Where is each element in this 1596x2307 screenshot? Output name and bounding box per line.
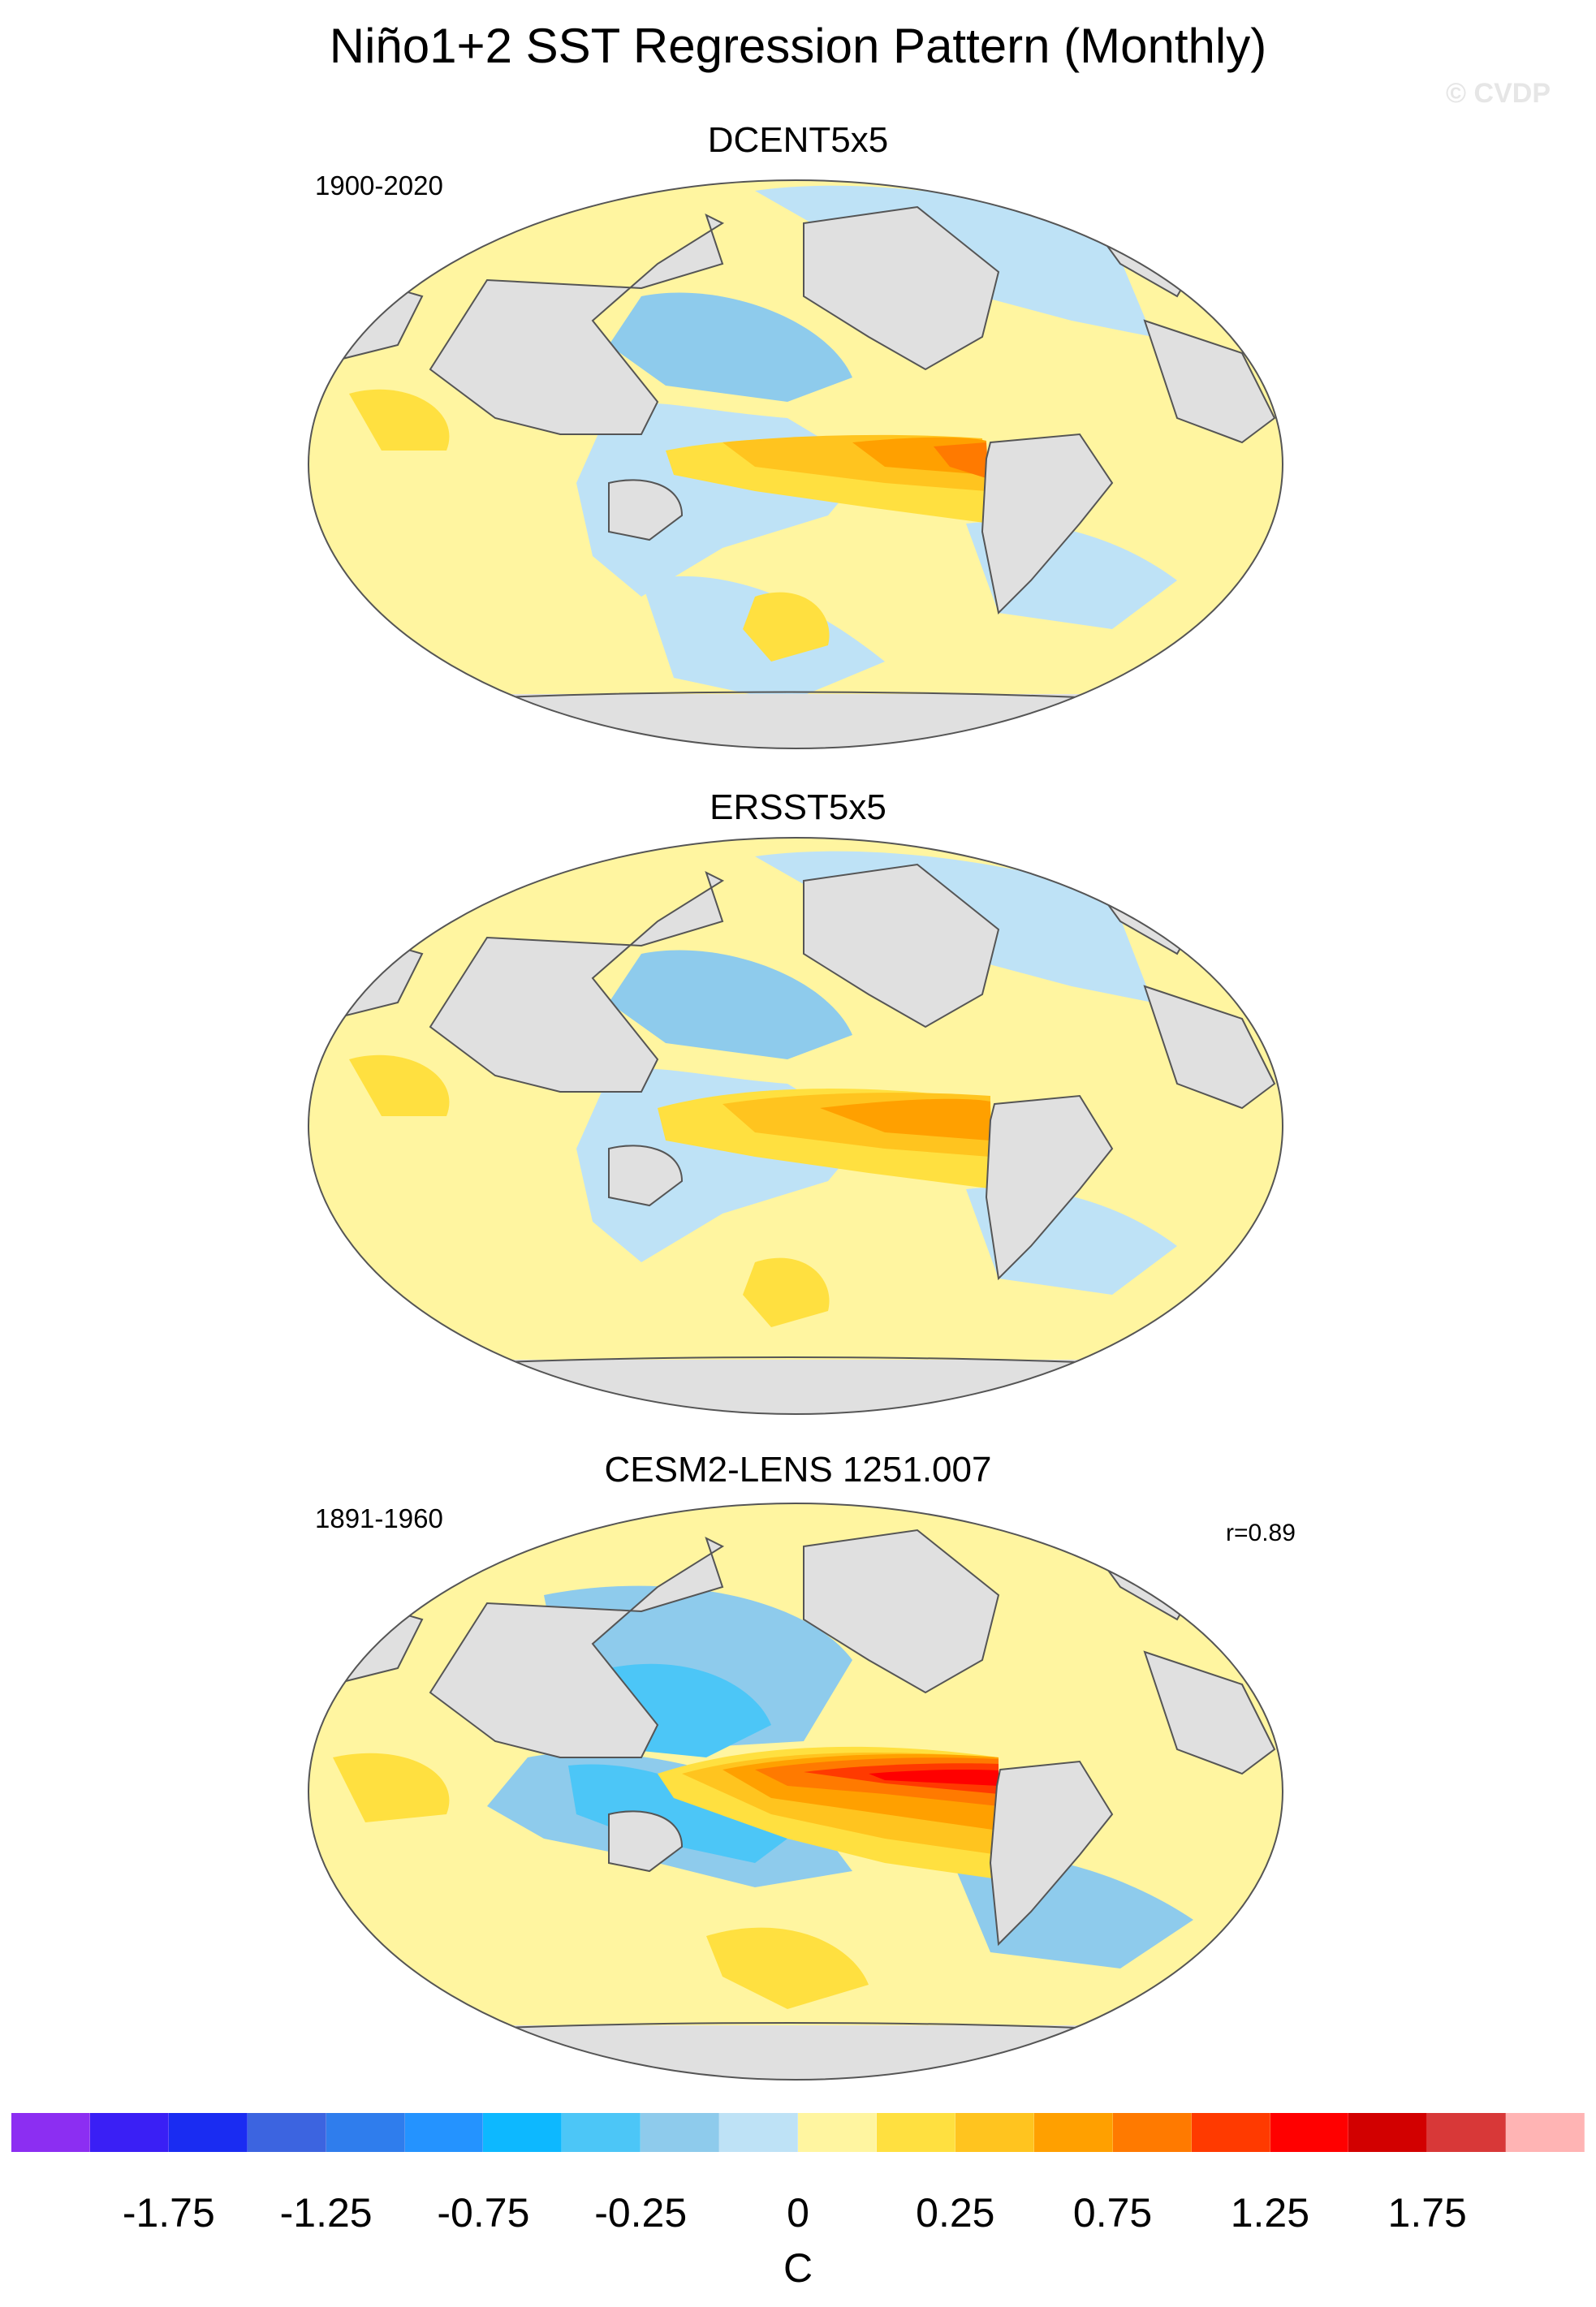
- panel-title-1: DCENT5x5: [707, 120, 889, 160]
- panel-period-3: 1891-1960: [315, 1503, 443, 1533]
- colorbar-tick-label: -0.75: [437, 2190, 530, 2236]
- colorbar-tick-label: -0.25: [594, 2190, 688, 2236]
- colorbar-swatch: [404, 2113, 484, 2152]
- panel-title-3: CESM2-LENS 1251.007: [604, 1450, 992, 1490]
- colorbar-swatch: [1191, 2113, 1270, 2152]
- colorbar-swatch: [326, 2113, 405, 2152]
- map-panel-3: [308, 1503, 1283, 2081]
- colorbar-swatch: [11, 2113, 90, 2152]
- colorbar-swatch: [483, 2113, 563, 2152]
- colorbar-unit: C: [783, 2245, 813, 2291]
- colorbar-swatch: [876, 2113, 955, 2152]
- colorbar-swatch: [719, 2113, 799, 2152]
- colorbar-swatch: [1506, 2113, 1585, 2152]
- panel-period-1: 1900-2020: [315, 170, 443, 201]
- colorbar: [11, 2113, 1585, 2152]
- map-panel-2: [308, 837, 1283, 1415]
- colorbar-tick-label: 1.75: [1387, 2190, 1467, 2236]
- colorbar-swatch: [1348, 2113, 1428, 2152]
- watermark: © CVDP: [1446, 78, 1551, 109]
- colorbar-swatch: [641, 2113, 720, 2152]
- colorbar-tick-label: -1.25: [279, 2190, 373, 2236]
- colorbar-swatch: [798, 2113, 877, 2152]
- colorbar-tick-label: 0: [787, 2190, 809, 2236]
- colorbar-tick-label: 0.75: [1072, 2190, 1153, 2236]
- colorbar-swatch: [1033, 2113, 1113, 2152]
- colorbar-swatch: [1270, 2113, 1349, 2152]
- colorbar-swatch: [955, 2113, 1034, 2152]
- colorbar-swatch: [89, 2113, 169, 2152]
- colorbar-tick-label: 1.25: [1230, 2190, 1310, 2236]
- colorbar-tick-label: -1.75: [122, 2190, 215, 2236]
- map-panel-1: [308, 179, 1283, 749]
- colorbar-swatch: [168, 2113, 248, 2152]
- colorbar-tick-label: 0.25: [916, 2190, 995, 2236]
- colorbar-swatch: [1112, 2113, 1192, 2152]
- figure-title: Niño1+2 SST Regression Pattern (Monthly): [329, 19, 1267, 73]
- colorbar-swatch: [1427, 2113, 1507, 2152]
- panel-correlation-3: r=0.89: [1226, 1520, 1296, 1546]
- colorbar-swatch: [562, 2113, 641, 2152]
- colorbar-swatch: [247, 2113, 326, 2152]
- panel-title-2: ERSST5x5: [710, 787, 886, 827]
